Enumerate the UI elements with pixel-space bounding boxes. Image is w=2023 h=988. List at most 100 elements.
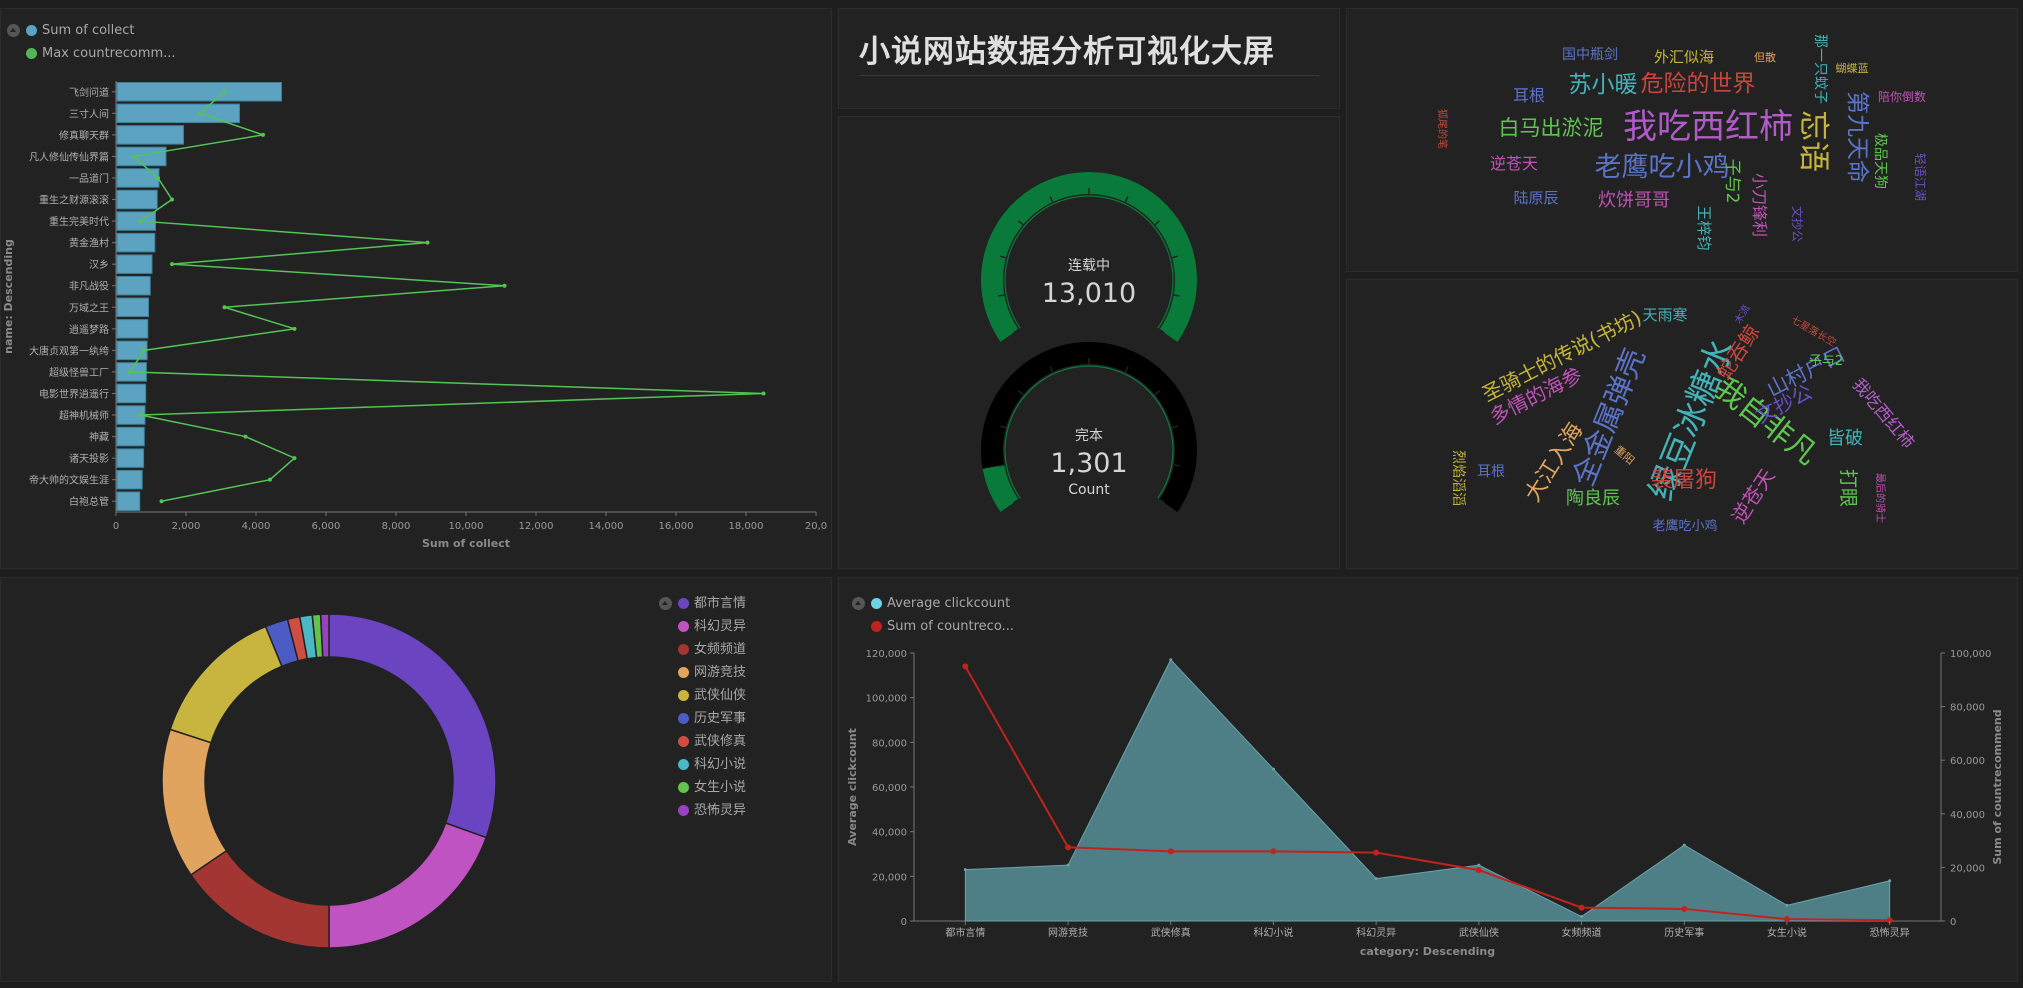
x-tick-label: 科幻灵异 [1356,926,1396,939]
area-chart: 0 20,000 40,000 60,000 80,000 100,000 120,000 0… [846,649,2004,958]
cloud-word: 皆破 [1827,428,1863,449]
donut-legend-item[interactable]: 女频频道 [659,638,746,661]
cloud-word: 小刀锋利 [1750,173,1769,237]
area-legend-item-click[interactable]: Average clickcount [852,592,1014,615]
donut-legend-item[interactable]: 女生小说 [659,776,746,799]
recommend-point [1065,844,1072,851]
bar [116,469,143,490]
y2-tick-label: 80,000 [1950,703,1985,714]
bar [116,103,240,124]
y-tick-label: 重生完美时代 [49,215,109,228]
y-tick-label: 飞剑问道 [69,86,109,99]
x-tick-label: 历史军事 [1664,926,1704,939]
cloud-word: 危险的世界 [1641,71,1756,97]
legend-dot-icon [678,690,689,701]
donut-chart [161,613,497,949]
y2-tick-label: 40,000 [1950,810,1985,821]
y-tick-label: 帝大帅的文娱生涯 [29,474,109,487]
y-tick-label: 逍遥梦路 [69,323,109,336]
recommend-point [156,175,160,180]
area-legend-item-recommend[interactable]: Sum of countreco... [852,615,1014,638]
cloud-word: 打眼 [1837,469,1859,507]
donut-legend-item[interactable]: 科幻灵异 [659,615,746,638]
x-tick-label: 武侠修真 [1151,926,1191,939]
gauge-value: 1,301 [1050,448,1127,479]
gauge-tick [1124,366,1129,373]
cloud-word: 陪你倒数 [1878,89,1926,104]
legend-label: 历史军事 [694,711,747,726]
x-tick-label: 女生小说 [1767,926,1807,939]
donut-legend-item[interactable]: 历史军事 [659,707,746,730]
cloud-word: 老鹰吃小鸡 [1652,518,1717,534]
y-tick-label: 凡人修仙传仙界篇 [29,150,109,163]
donut-legend-item[interactable]: 科幻小说 [659,753,746,776]
recommend-point [170,262,174,267]
gauge-footer: Count [1068,482,1110,498]
donut-legend-item[interactable]: 都市言情 [659,592,746,615]
cloud-word: 那一只蚊子 [1812,34,1828,104]
cloud-word: 最后的骑士 [1874,473,1887,523]
gauge-tick [1154,390,1160,396]
cloud-word: 蝴蝶蓝 [1836,61,1869,75]
clickcount-point [1066,863,1070,867]
x-tick-label: 恐怖灵异 [1870,926,1910,939]
legend-dot-icon [26,48,37,59]
gauge-label: 完本 [1075,428,1103,444]
recommend-point [138,219,143,224]
legend-dot-icon [678,644,689,655]
legend-collapse-icon[interactable] [7,24,20,37]
x-tick-label: 4,000 [242,521,271,532]
bar-legend[interactable]: Sum of collect Max countrecomm... [7,19,176,65]
gauge-fill [982,464,1019,512]
legend-dot-icon [26,25,37,36]
y-tick-label: 100,000 [866,694,907,705]
y-tick-label: 白袍总管 [69,495,109,508]
donut-legend-item[interactable]: 恐怖灵异 [659,799,746,822]
donut-legend[interactable]: 都市言情 科幻灵异 女频频道 网游竞技 武侠仙侠历史军事武侠修真 科幻小说 女生小说 恐怖灵异 [659,592,746,822]
y-tick-label: 黄金渔村 [69,237,109,250]
legend-collapse-icon[interactable] [852,597,865,610]
cloud-word: 陶良辰 [1566,488,1620,509]
bar-legend-item-recommend[interactable]: Max countrecomm... [7,42,176,65]
y-tick-label: 60,000 [872,783,907,794]
bar [116,275,151,296]
x-tick-label: 都市言情 [945,926,985,939]
donut-slice [189,849,330,949]
donut-slice [319,613,330,658]
cloud-word: 第九天命 [1844,91,1870,183]
area-legend[interactable]: Average clickcount Sum of countreco... [852,592,1014,638]
legend-label: Average clickcount [887,596,1011,611]
y-tick-label: 40,000 [872,828,907,839]
cloud-word: 陆原辰 [1513,189,1558,207]
gauge-tick [1159,498,1165,504]
wordcloud-panel-2: 绿豆冰糖水 我自非凡 全金属弹壳 圣骑士的传说(书坊) 多情的海参 大江入海 裴屠狗 陶良辰山… [1346,279,2018,569]
gauge-tick [1173,464,1180,467]
donut-legend-item[interactable]: 网游竞技 [659,661,746,684]
bar [116,383,147,404]
recommend-point [292,326,297,331]
gauge-tick [1018,220,1024,226]
recommend-point [761,391,766,396]
legend-collapse-icon[interactable] [659,597,672,610]
recommend-point [1167,848,1174,855]
y-tick-label: 电影世界逍遥行 [39,387,109,400]
bar [116,297,149,318]
recommend-point [1270,848,1277,855]
donut-slice [328,613,497,839]
gauge-tick [1018,390,1024,396]
legend-dot-icon [678,782,689,793]
bar [116,146,167,167]
bar-legend-item-collect[interactable]: Sum of collect [7,19,176,42]
gauge-tick [1013,328,1019,334]
recommend-point [261,132,265,137]
gauge-label: 连载中 [1068,258,1110,274]
donut-legend-item[interactable]: 武侠仙侠 [659,684,746,707]
recommend-point [222,305,227,310]
gauge-tick [999,255,1007,259]
y-tick-label: 120,000 [866,649,907,660]
donut-legend-item[interactable]: 武侠修真 [659,730,746,753]
bar [116,448,145,468]
donut-slice [169,625,283,744]
y-tick-label: 20,000 [872,872,907,883]
